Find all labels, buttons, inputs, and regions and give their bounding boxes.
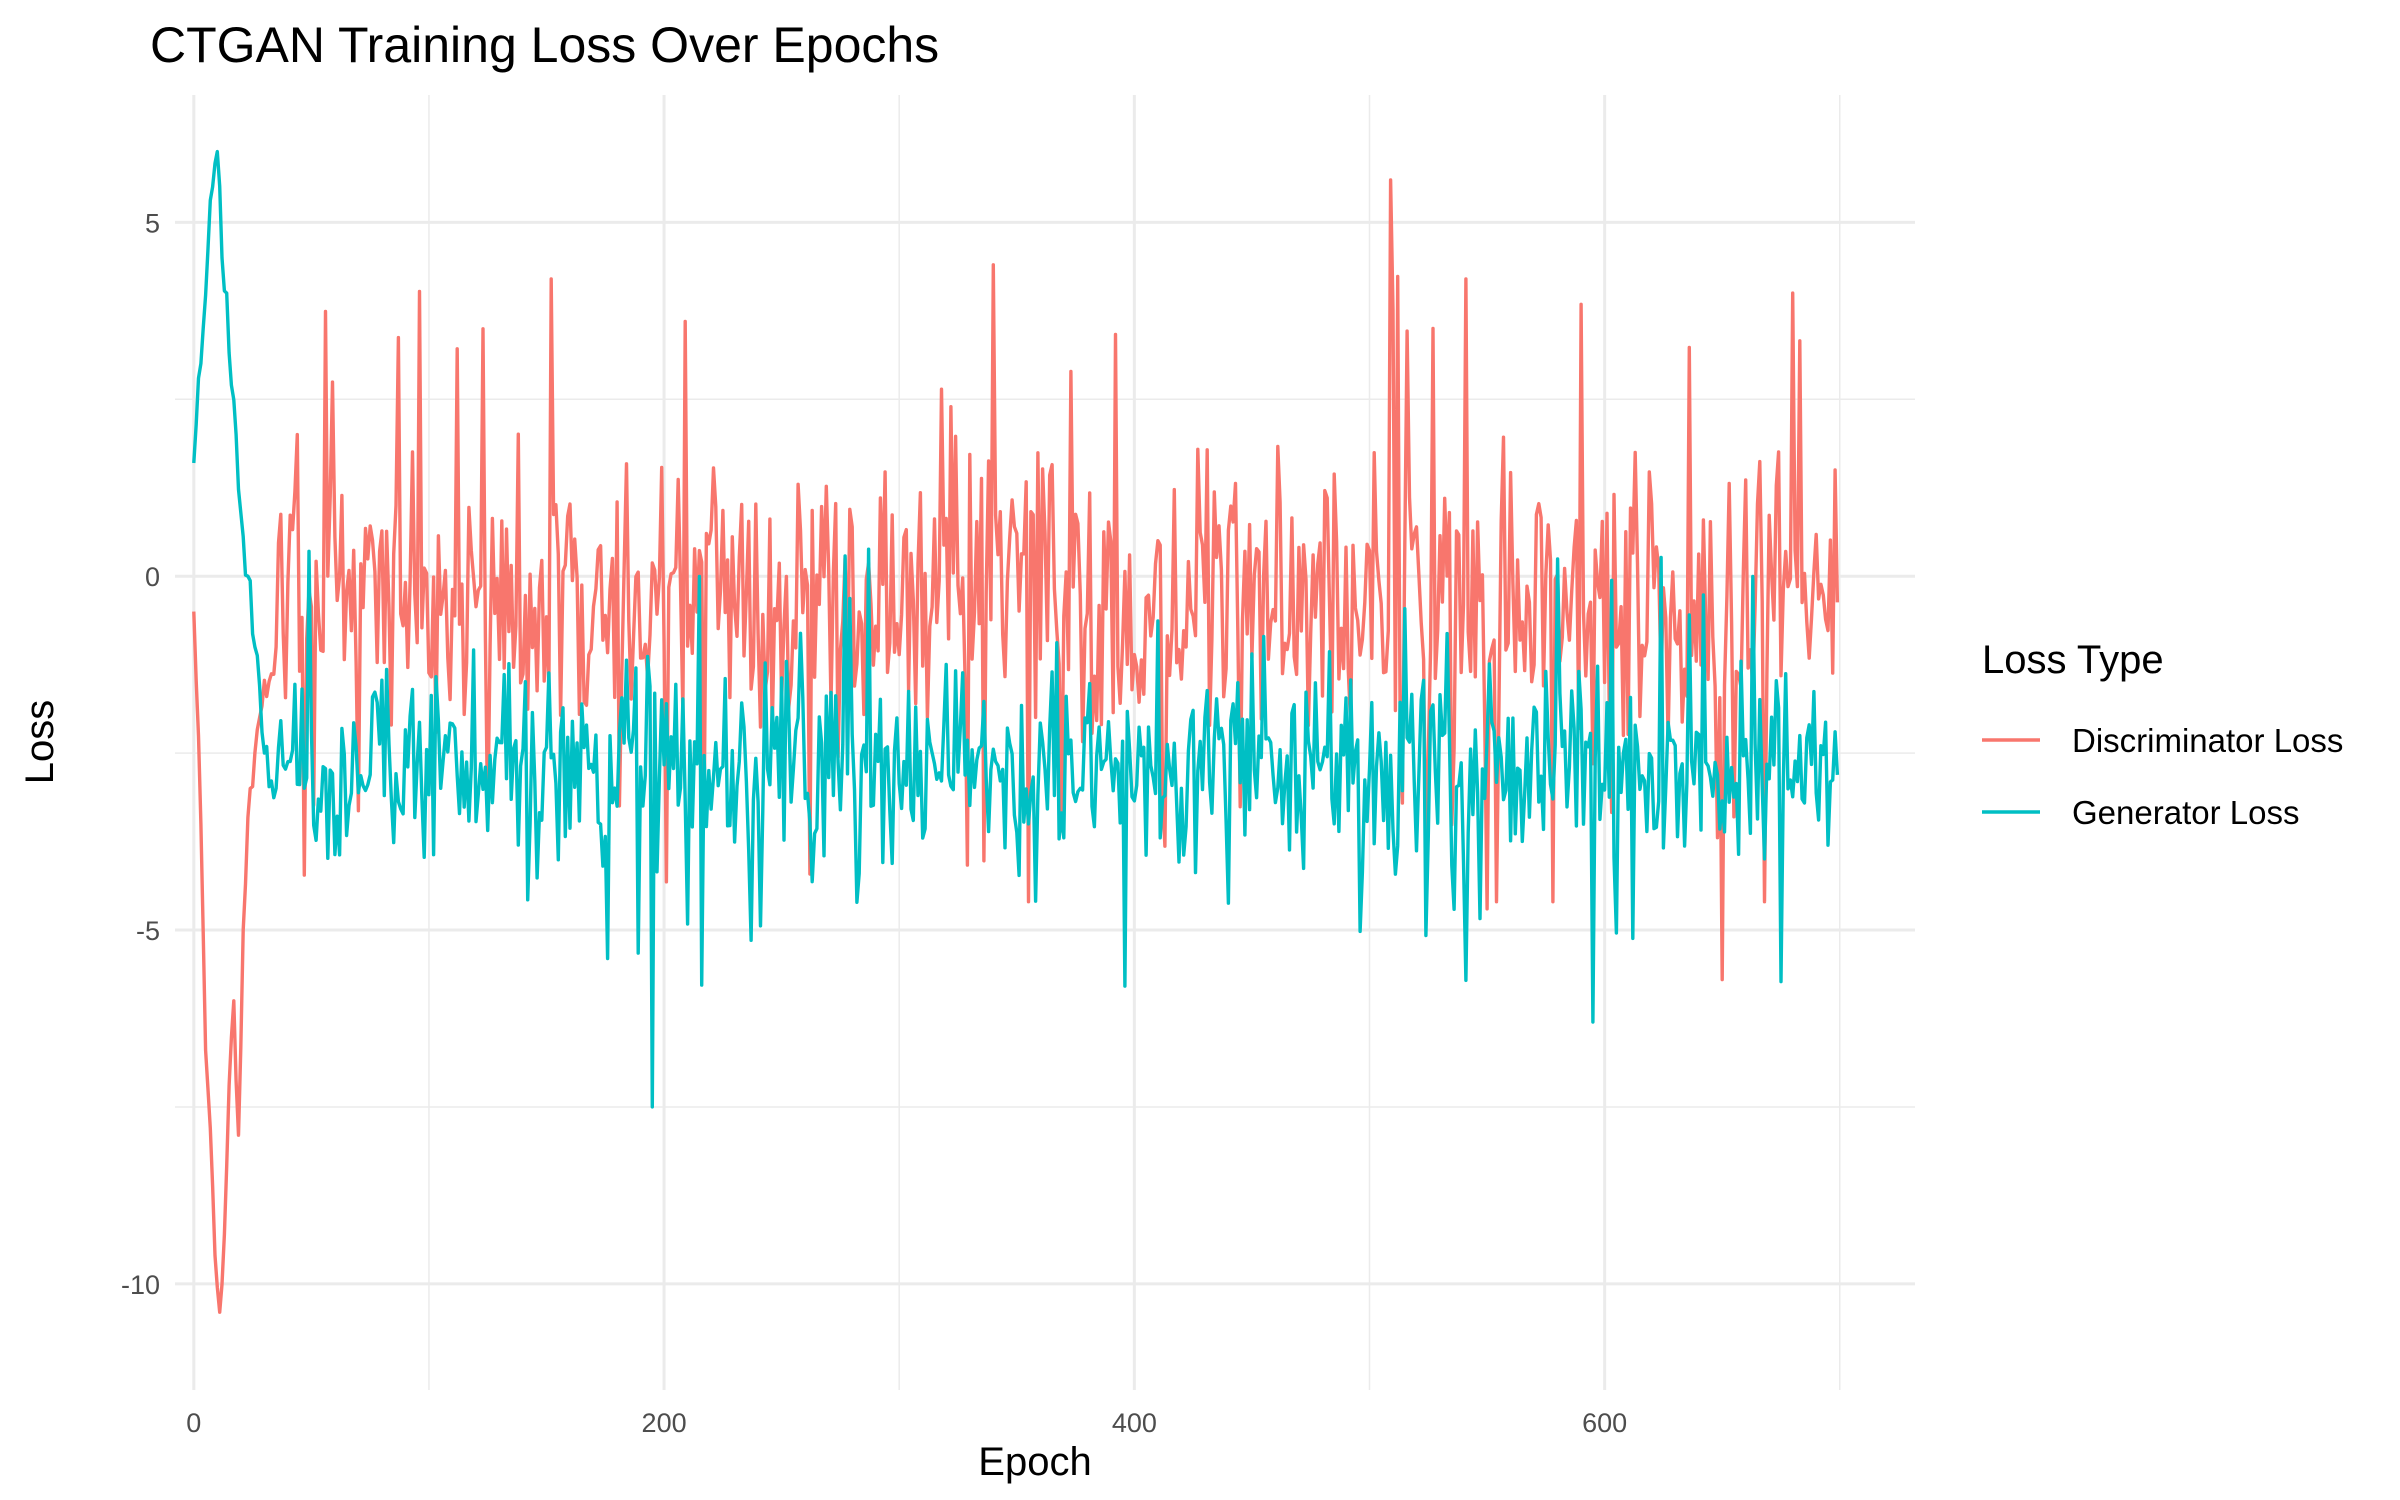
discriminator-loss-legend-label: Discriminator Loss [2072, 722, 2343, 759]
y-axis-title: Loss [18, 700, 62, 785]
x-tick-label: 400 [1112, 1408, 1157, 1438]
y-tick-label: -5 [136, 916, 160, 946]
chart-title: CTGAN Training Loss Over Epochs [150, 17, 939, 73]
x-tick-label: 600 [1582, 1408, 1627, 1438]
generator-loss-legend-label: Generator Loss [2072, 794, 2299, 831]
legend: Loss Type Discriminator Loss Generator Lo… [1982, 638, 2343, 831]
x-tick-label: 200 [642, 1408, 687, 1438]
x-axis-title: Epoch [978, 1440, 1091, 1484]
discriminator-loss-line [192, 178, 1840, 1314]
series-lines [192, 149, 1840, 1314]
tick-labels: 0 200 400 600 5 0 -5 -10 [121, 208, 1627, 1438]
x-tick-label: 0 [186, 1408, 201, 1438]
legend-title: Loss Type [1982, 638, 2164, 682]
legend-items: Discriminator Loss Generator Loss [1982, 722, 2343, 831]
y-tick-label: 5 [145, 208, 160, 238]
generator-loss-line [192, 149, 1840, 1109]
y-tick-label: 0 [145, 562, 160, 592]
y-tick-label: -10 [121, 1270, 160, 1300]
